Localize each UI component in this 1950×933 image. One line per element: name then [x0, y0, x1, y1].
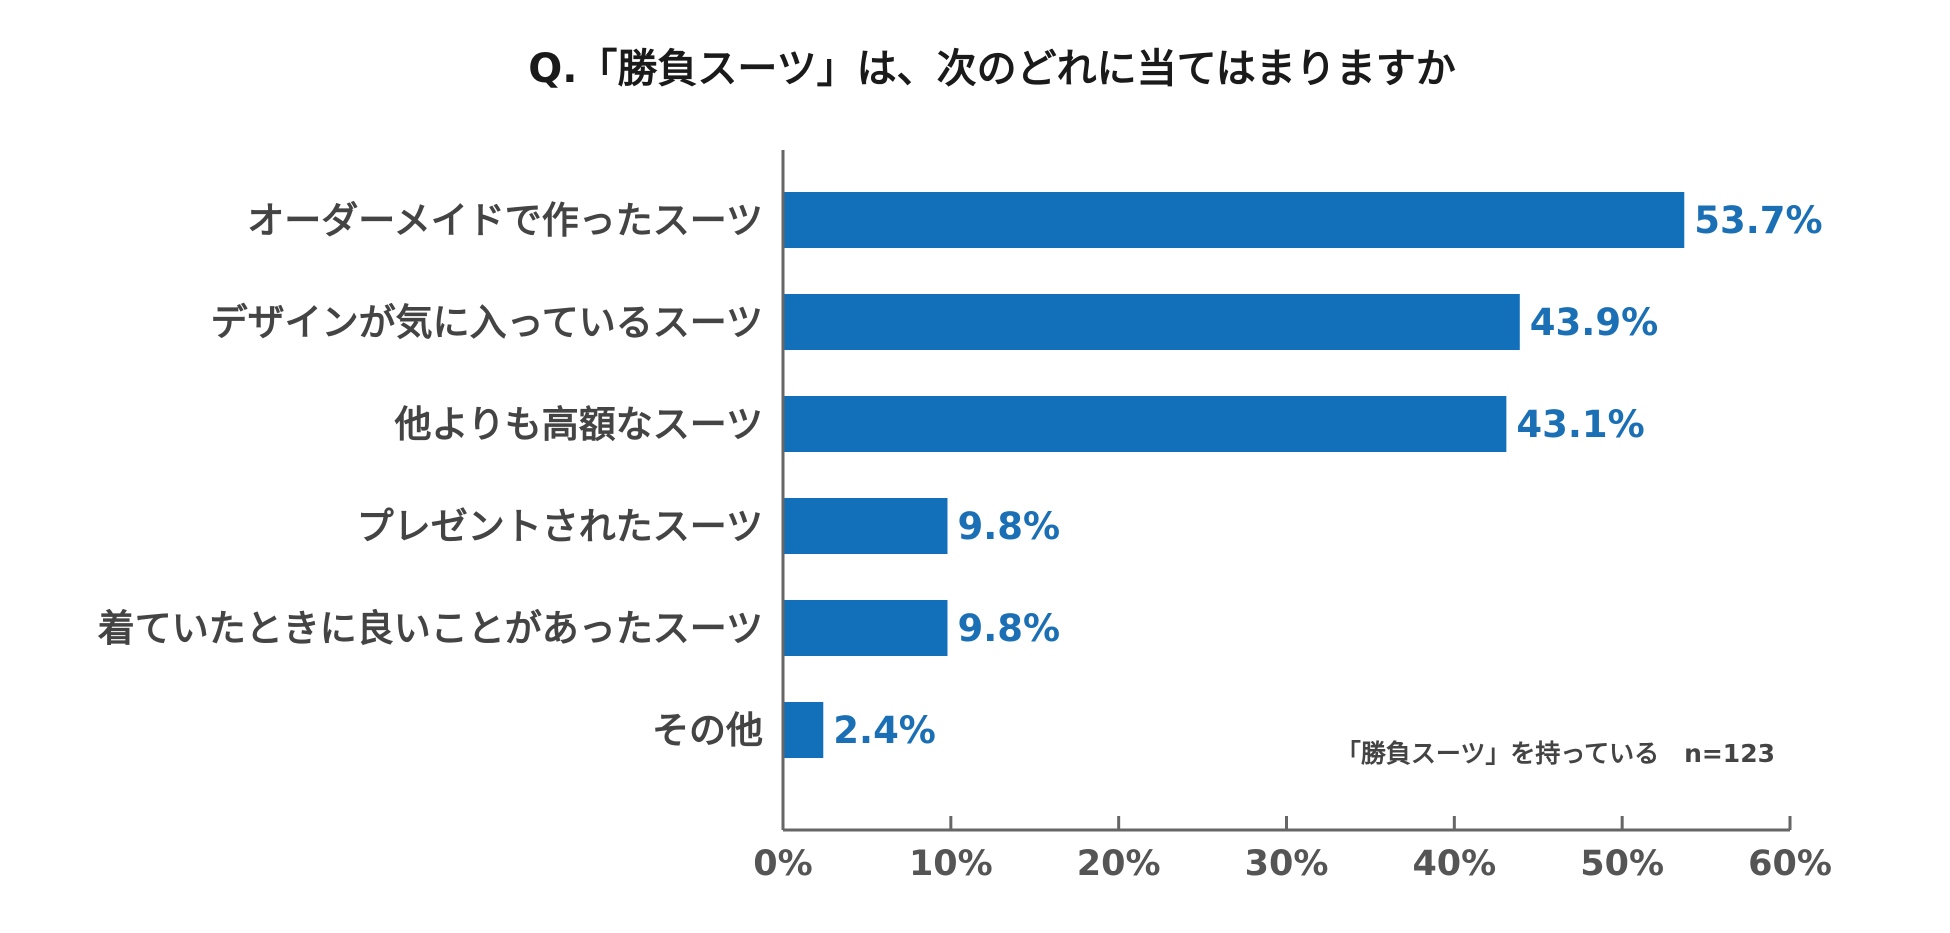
value-label-5: 9.8%	[957, 607, 1060, 650]
x-tick-label-3: 20%	[1077, 844, 1161, 884]
bar-5	[783, 600, 948, 656]
x-tick-label-2: 10%	[909, 844, 993, 884]
x-tick-label-4: 30%	[1245, 844, 1329, 884]
bar-2	[783, 294, 1520, 350]
category-label-6: その他	[652, 709, 763, 752]
value-label-1: 53.7%	[1694, 199, 1822, 242]
sample-size-note: 「勝負スーツ」を持っている n=123	[1336, 739, 1775, 768]
category-label-3: 他よりも高額なスーツ	[393, 403, 763, 446]
x-tick-label-1: 0%	[753, 844, 812, 884]
bar-3	[783, 396, 1507, 452]
value-labels: 53.7% 43.9% 43.1% 9.8% 9.8% 2.4%	[833, 199, 1822, 752]
x-tick-label-6: 50%	[1580, 844, 1664, 884]
x-tick-label-7: 60%	[1748, 844, 1832, 884]
bar-1	[783, 192, 1685, 248]
bars-group	[783, 192, 1685, 758]
category-label-4: プレゼントされたスーツ	[357, 505, 763, 548]
value-label-2: 43.9%	[1530, 301, 1658, 344]
bar-6	[783, 702, 824, 758]
category-label-5: 着ていたときに良いことがあったスーツ	[98, 607, 763, 650]
axes-group: 0% 10% 20% 30% 40% 50% 60%	[753, 150, 1832, 884]
bar-4	[783, 498, 948, 554]
value-label-3: 43.1%	[1516, 403, 1644, 446]
category-label-2: デザインが気に入っているスーツ	[211, 301, 763, 344]
category-labels: オーダーメイドで作ったスーツデザインが気に入っているスーツ他よりも高額なスーツプ…	[98, 199, 763, 752]
value-label-4: 9.8%	[957, 505, 1060, 548]
x-tick-label-5: 40%	[1412, 844, 1496, 884]
chart-title: Q.「勝負スーツ」は、次のどれに当てはまりますか	[528, 46, 1456, 92]
value-label-6: 2.4%	[833, 709, 936, 752]
category-label-1: オーダーメイドで作ったスーツ	[247, 199, 763, 242]
